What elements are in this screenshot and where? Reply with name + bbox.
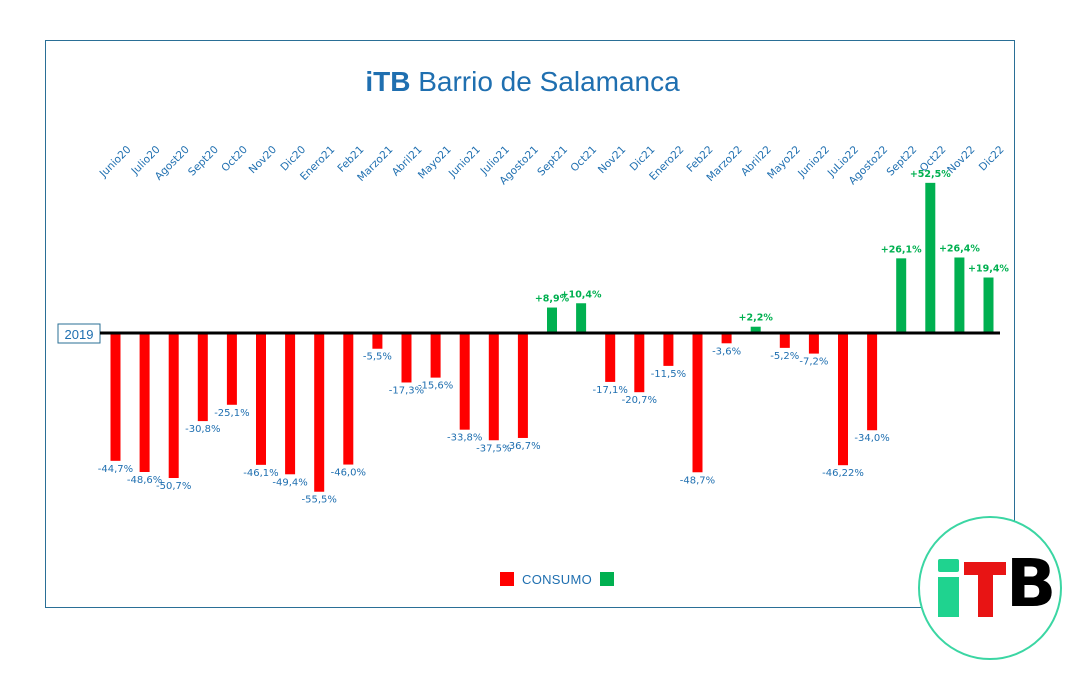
data-label-Julio21: -37,5% xyxy=(476,443,511,454)
bar-Junio22 xyxy=(808,333,819,354)
bar-Dic21 xyxy=(634,333,645,393)
bar-Agosto22 xyxy=(867,333,878,431)
bar-Nov21 xyxy=(605,333,616,382)
data-label-Junio22: -7,2% xyxy=(799,357,828,368)
baseline-label: 2019 xyxy=(65,327,94,342)
bar-Sept22 xyxy=(896,258,907,333)
data-label-Oct20: -25,1% xyxy=(214,408,249,419)
bar-Abril22 xyxy=(750,326,761,333)
bar-Julio20 xyxy=(139,333,150,472)
bar-Mayo22 xyxy=(779,333,790,348)
data-label-Agosto22: -34,0% xyxy=(854,433,889,444)
data-label-Marzo21: -5,5% xyxy=(363,352,392,363)
data-label-Dic22: +19,4% xyxy=(968,264,1009,275)
bar-Feb21 xyxy=(343,333,354,465)
bar-Junio20 xyxy=(110,333,121,461)
chart-frame xyxy=(45,40,1015,608)
bar-Mayo21 xyxy=(430,333,441,378)
bar-JuLio22 xyxy=(838,333,848,466)
data-label-Mayo22: -5,2% xyxy=(770,351,799,362)
legend-swatch-positive xyxy=(600,572,614,586)
data-label-Sept21: +8,9% xyxy=(535,294,570,305)
logo-i-dot xyxy=(938,559,959,572)
data-label-Oct22: +52,5% xyxy=(910,169,951,180)
data-label-Feb22: -48,7% xyxy=(680,475,715,486)
data-label-Mayo21: -15,6% xyxy=(418,381,453,392)
bar-Oct22 xyxy=(925,182,936,333)
category-label-Nov21: Nov21 xyxy=(596,144,628,176)
itb-logo: B xyxy=(918,516,1062,660)
bar-Agosto21 xyxy=(517,333,528,438)
bar-Abril21 xyxy=(401,333,412,383)
data-label-Junio21: -33,8% xyxy=(447,433,482,444)
data-label-Nov20: -46,1% xyxy=(243,468,278,479)
data-label-Junio20: -44,7% xyxy=(98,464,133,475)
data-label-Agost20: -50,7% xyxy=(156,481,191,492)
logo-b: B xyxy=(1006,545,1057,622)
bar-Marzo22 xyxy=(721,333,732,344)
category-label-Dic22: Dic22 xyxy=(977,144,1007,174)
data-label-Nov21: -17,1% xyxy=(593,385,628,396)
data-label-Julio20: -48,6% xyxy=(127,475,162,486)
legend-swatch-negative xyxy=(500,572,514,586)
data-label-Marzo22: -3,6% xyxy=(712,346,741,357)
title-text: Barrio de Salamanca xyxy=(410,66,680,97)
logo-i-stem xyxy=(938,577,959,617)
category-label-Sept21: Sept21 xyxy=(535,144,570,179)
data-label-Feb21: -46,0% xyxy=(331,468,366,479)
title-brand: iTB xyxy=(365,66,411,97)
data-label-Dic21: -20,7% xyxy=(622,395,657,406)
bar-Marzo21 xyxy=(372,333,383,349)
bar-Dic22 xyxy=(983,277,994,333)
category-label-Junio20: Junio20 xyxy=(97,144,134,181)
data-label-Agosto21: -36,7% xyxy=(505,441,540,452)
bar-Nov22 xyxy=(954,257,965,333)
logo-t-bar xyxy=(964,562,1006,575)
category-label-Junio22: Junio22 xyxy=(795,144,832,181)
bar-Enero21 xyxy=(314,333,325,492)
category-label-Sept20: Sept20 xyxy=(186,144,221,179)
bar-Nov20 xyxy=(256,333,266,465)
data-label-Sept20: -30,8% xyxy=(185,424,220,435)
bar-Julio21 xyxy=(488,333,499,441)
chart-title: iTB Barrio de Salamanca xyxy=(0,66,1045,98)
bar-Feb22 xyxy=(692,333,703,473)
category-label-Oct20: Oct20 xyxy=(219,144,250,175)
category-label-Junio21: Junio21 xyxy=(446,144,483,181)
category-label-Oct21: Oct21 xyxy=(568,144,599,175)
bar-Dic20 xyxy=(285,333,296,475)
data-label-JuLio22: -46,22% xyxy=(822,468,864,479)
logo-t-stem xyxy=(978,575,993,617)
data-label-Nov22: +26,4% xyxy=(939,243,980,254)
bar-Sept21 xyxy=(547,307,557,333)
data-label-Abril22: +2,2% xyxy=(739,313,774,324)
data-label-Enero22: -11,5% xyxy=(651,369,686,380)
bar-Enero22 xyxy=(663,333,674,366)
data-label-Abril21: -17,3% xyxy=(389,385,424,396)
category-label-Nov22: Nov22 xyxy=(945,144,977,176)
category-label-Nov20: Nov20 xyxy=(247,144,279,176)
data-label-Sept22: +26,1% xyxy=(881,244,922,255)
bar-Oct20 xyxy=(226,333,237,405)
data-label-Enero21: -55,5% xyxy=(302,495,337,506)
bar-Sept20 xyxy=(197,333,208,422)
legend: CONSUMO xyxy=(500,570,614,588)
bar-Oct21 xyxy=(576,303,587,333)
legend-label: CONSUMO xyxy=(522,571,592,587)
bar-Junio21 xyxy=(459,333,470,430)
data-label-Dic20: -49,4% xyxy=(272,477,307,488)
data-label-Oct21: +10,4% xyxy=(561,289,602,300)
bar-Agost20 xyxy=(168,333,179,479)
